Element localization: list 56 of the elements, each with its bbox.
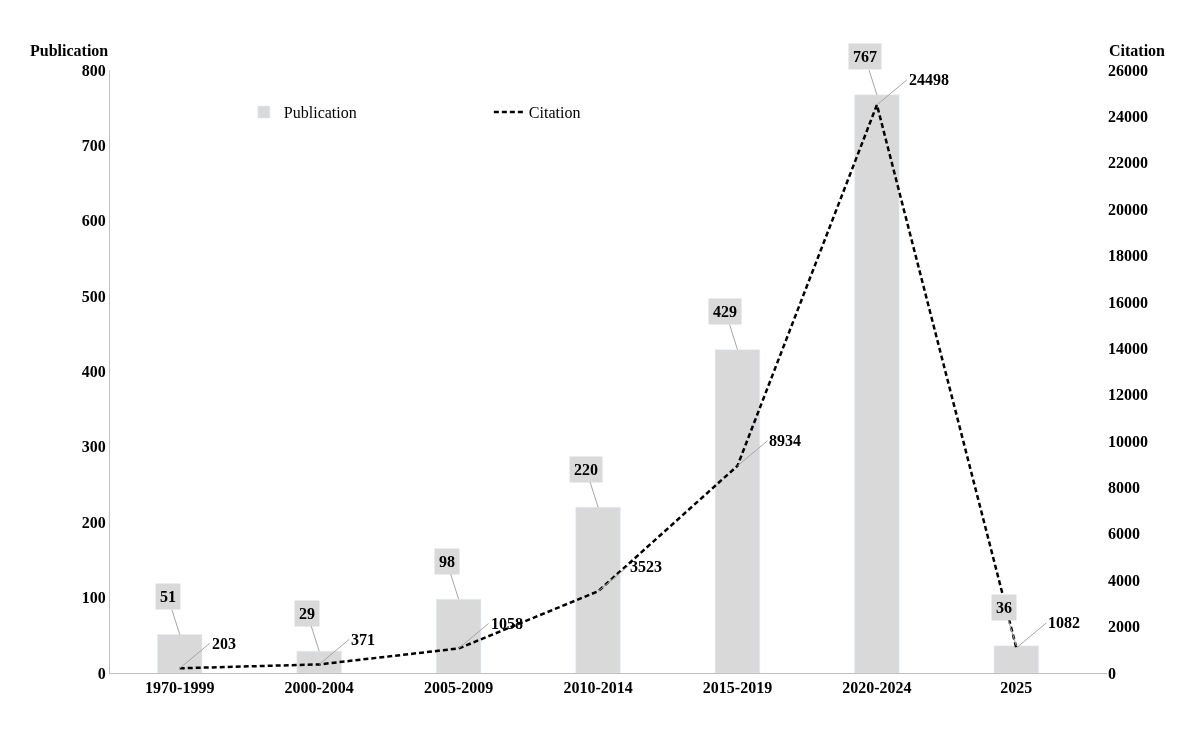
legend-label: Publication <box>283 104 357 122</box>
bar <box>296 650 342 673</box>
y-tick-label: 200 <box>81 513 106 531</box>
x-tick-label: 2015-2019 <box>702 679 773 697</box>
data-label: 1058 <box>491 615 523 632</box>
y-tick-label: 700 <box>81 136 106 154</box>
x-tick-label: 2025 <box>1000 679 1033 697</box>
y2-tick-label: 2000 <box>1108 618 1140 636</box>
data-label: 8934 <box>769 432 801 449</box>
x-tick-label: 2000-2004 <box>284 679 354 697</box>
y-tick-label: 400 <box>81 363 106 381</box>
y-tick-label: 100 <box>81 589 106 607</box>
y2-tick-label: 22000 <box>1108 154 1148 172</box>
y-tick-label: 800 <box>81 61 106 79</box>
data-label: 36 <box>996 599 1012 616</box>
y-tick-label: 300 <box>81 438 106 456</box>
y2-tick-label: 8000 <box>1108 479 1140 497</box>
data-label: 220 <box>574 461 598 478</box>
x-tick-label: 2010-2014 <box>563 679 633 697</box>
bar <box>436 598 482 673</box>
y-tick-label: 0 <box>97 664 106 682</box>
y-axis-title: Publication <box>30 42 109 59</box>
data-label: 767 <box>853 48 877 65</box>
x-tick-label: 2020-2024 <box>842 679 912 697</box>
data-label: 429 <box>713 303 737 320</box>
y2-axis-title: Citation <box>1109 42 1166 59</box>
data-label: 29 <box>299 605 315 622</box>
y-tick-label: 500 <box>81 287 106 305</box>
y2-tick-label: 20000 <box>1108 200 1148 218</box>
bar <box>854 94 900 673</box>
bar <box>575 506 621 673</box>
y2-tick-label: 16000 <box>1108 293 1148 311</box>
line-series <box>178 103 1018 670</box>
data-label: 3523 <box>630 558 662 575</box>
data-label: 98 <box>439 553 455 570</box>
data-label: 51 <box>160 588 176 605</box>
data-label: 1082 <box>1048 614 1080 631</box>
y2-tick-label: 10000 <box>1108 432 1148 450</box>
data-label: 24498 <box>909 71 949 88</box>
bar <box>993 645 1039 673</box>
y2-tick-label: 24000 <box>1108 107 1148 125</box>
data-label: 371 <box>351 631 375 648</box>
x-tick-label: 2005-2009 <box>423 679 494 697</box>
y2-tick-label: 18000 <box>1108 247 1148 265</box>
bar <box>714 349 761 673</box>
y2-tick-label: 14000 <box>1108 339 1148 357</box>
y-tick-label: 600 <box>81 212 106 230</box>
bar <box>157 634 203 673</box>
x-tick-label: 1970-1999 <box>145 679 215 697</box>
y2-tick-label: 26000 <box>1108 61 1148 79</box>
data-label: 203 <box>212 635 236 652</box>
y2-tick-label: 6000 <box>1108 525 1140 543</box>
legend-label: Citation <box>528 104 581 122</box>
y2-tick-label: 12000 <box>1108 386 1148 404</box>
y2-tick-label: 0 <box>1108 664 1116 682</box>
y2-tick-label: 4000 <box>1108 571 1140 589</box>
